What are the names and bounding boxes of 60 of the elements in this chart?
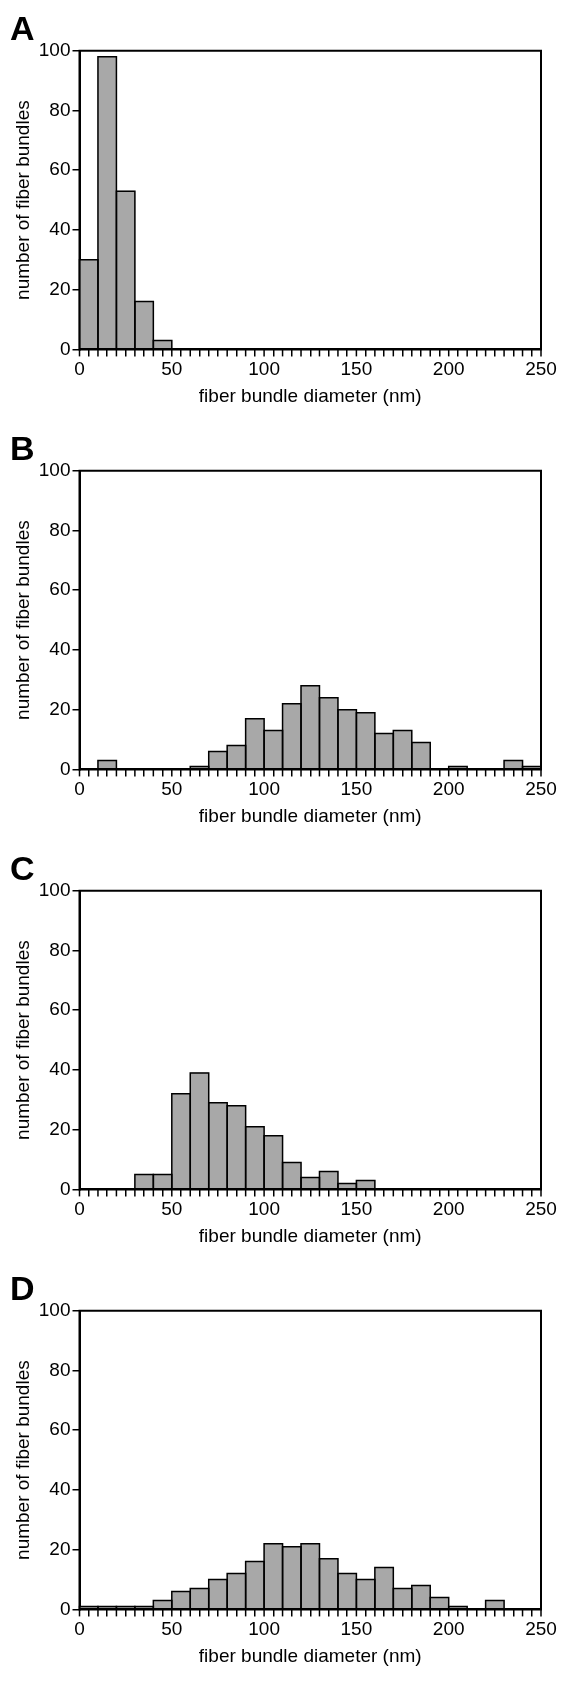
y-tick-label: 80 — [49, 1358, 71, 1380]
x-tick-label: 50 — [161, 1198, 183, 1220]
y-tick-label: 60 — [49, 578, 71, 600]
y-tick-label: 80 — [49, 518, 71, 540]
x-tick-label: 250 — [525, 778, 557, 800]
x-tick-label: 100 — [248, 1198, 280, 1220]
x-tick-label: 250 — [525, 1618, 557, 1640]
chart-title: A — [10, 8, 35, 47]
y-tick-label: 100 — [38, 39, 71, 61]
y-tick-label: 20 — [49, 1117, 71, 1139]
y-tick-label: 20 — [49, 1537, 71, 1559]
x-tick-label: 150 — [340, 778, 373, 800]
x-axis-title: fiber bundle diameter (nm) — [198, 804, 422, 826]
x-tick-label: 250 — [525, 358, 557, 380]
y-tick-label: 0 — [59, 337, 71, 359]
x-tick-label: 50 — [161, 1618, 183, 1640]
y-tick-label: 40 — [49, 218, 71, 240]
y-tick-label: 0 — [59, 1597, 71, 1619]
x-tick-label: 150 — [340, 1618, 373, 1640]
x-tick-label: 0 — [74, 358, 85, 380]
x-tick-label: 0 — [74, 1198, 85, 1220]
x-tick-label: 100 — [248, 778, 280, 800]
y-tick-label: 40 — [49, 1478, 71, 1500]
x-tick-label: 0 — [74, 778, 85, 800]
y-axis-title: number of fiber bundles — [11, 940, 33, 1140]
x-tick-label: 150 — [340, 1198, 373, 1220]
y-tick-label: 100 — [38, 879, 71, 901]
y-axis-title: number of fiber bundles — [11, 100, 33, 300]
x-axis-title: fiber bundle diameter (nm) — [198, 384, 422, 406]
x-tick-label: 50 — [161, 358, 183, 380]
y-tick-label: 80 — [49, 98, 71, 120]
x-tick-label: 200 — [432, 1618, 465, 1640]
y-tick-label: 0 — [59, 1177, 71, 1199]
y-tick-label: 40 — [49, 638, 71, 660]
y-tick-label: 80 — [49, 938, 71, 960]
chart-title: B — [10, 428, 35, 467]
y-tick-label: 20 — [49, 277, 71, 299]
y-tick-label: 0 — [59, 757, 71, 779]
y-tick-label: 60 — [49, 158, 71, 180]
y-tick-label: 60 — [49, 998, 71, 1020]
x-tick-label: 50 — [161, 778, 183, 800]
x-axis-title: fiber bundle diameter (nm) — [198, 1224, 422, 1246]
y-tick-label: 60 — [49, 1418, 71, 1440]
y-axis-title: number of fiber bundles — [11, 1360, 33, 1560]
y-tick-label: 100 — [38, 1299, 71, 1321]
y-tick-label: 40 — [49, 1058, 71, 1080]
x-tick-label: 200 — [432, 358, 465, 380]
y-tick-label: 100 — [38, 459, 71, 481]
y-axis-title: number of fiber bundles — [11, 520, 33, 720]
x-axis-title: fiber bundle diameter (nm) — [198, 1644, 422, 1666]
x-tick-label: 0 — [74, 1618, 85, 1640]
x-tick-label: 250 — [525, 1198, 557, 1220]
y-tick-label: 20 — [49, 697, 71, 719]
x-tick-label: 100 — [248, 358, 280, 380]
x-tick-label: 200 — [432, 778, 465, 800]
chart-title: D — [10, 1268, 35, 1307]
x-tick-label: 150 — [340, 358, 373, 380]
chart-title: C — [10, 848, 35, 887]
x-tick-label: 100 — [248, 1618, 280, 1640]
x-tick-label: 200 — [432, 1198, 465, 1220]
